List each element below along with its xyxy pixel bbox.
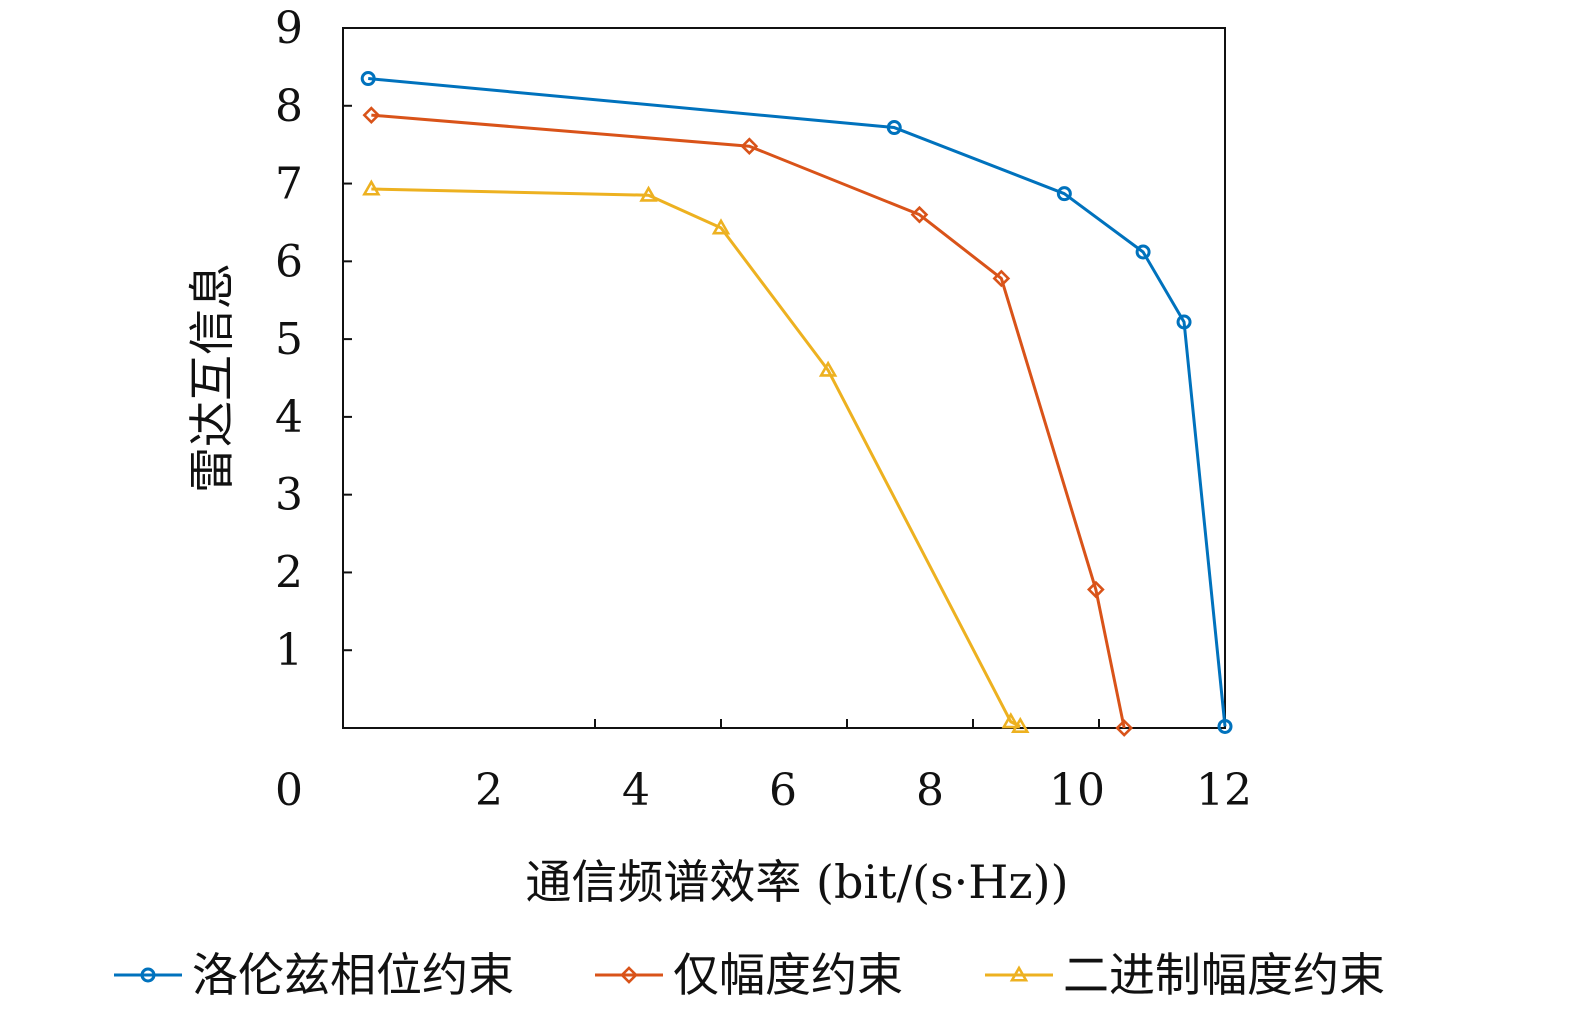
x-tick-label: 4 bbox=[622, 765, 650, 816]
y-axis-title: 雷达互信息 bbox=[185, 263, 239, 493]
data-point bbox=[992, 269, 1011, 288]
y-tick-label: 7 bbox=[275, 159, 303, 210]
x-tick-label: 2 bbox=[475, 765, 503, 816]
data-point bbox=[362, 179, 381, 196]
data-point bbox=[1135, 244, 1151, 260]
legend: 洛伦兹相位约束 仅幅度约束 二进制幅度约束 bbox=[114, 948, 1385, 1002]
data-point bbox=[362, 106, 381, 124]
legend-item-2: 仅幅度约束 bbox=[595, 948, 903, 1002]
x-tick-label: 10 bbox=[1049, 765, 1105, 816]
y-tick-label: 1 bbox=[275, 625, 303, 676]
data-point bbox=[1001, 712, 1021, 729]
x-tick-label: 6 bbox=[769, 765, 797, 816]
x-axis-ticks: 0 2 4 6 8 10 12 bbox=[275, 719, 1252, 816]
data-point bbox=[740, 137, 759, 156]
data-point bbox=[711, 218, 731, 235]
series-2 bbox=[362, 106, 1134, 737]
x-tick-label: 8 bbox=[916, 765, 944, 816]
y-tick-label: 8 bbox=[275, 81, 303, 132]
data-point bbox=[639, 185, 658, 202]
data-point bbox=[818, 360, 838, 377]
y-tick-label: 9 bbox=[275, 3, 303, 54]
data-point bbox=[1087, 580, 1105, 599]
y-tick-label: 4 bbox=[275, 392, 303, 443]
y-tick-label: 6 bbox=[275, 236, 303, 287]
x-axis-title: 通信频谱效率 (bit/(s·Hz)) bbox=[525, 855, 1068, 909]
legend-label: 二进制幅度约束 bbox=[1063, 948, 1385, 1002]
y-axis-ticks: 1 2 3 4 5 6 7 8 9 bbox=[275, 3, 352, 676]
legend-label: 仅幅度约束 bbox=[673, 948, 903, 1002]
data-point bbox=[910, 205, 929, 224]
series-3 bbox=[362, 179, 1030, 733]
legend-marker bbox=[620, 966, 638, 984]
data-point bbox=[1011, 716, 1030, 733]
data-point bbox=[360, 71, 376, 87]
y-tick-label: 5 bbox=[275, 314, 303, 365]
x-tick-label: 12 bbox=[1196, 765, 1252, 816]
series-line bbox=[368, 77, 1227, 727]
y-tick-label: 3 bbox=[275, 470, 303, 521]
series-1 bbox=[360, 71, 1233, 734]
x-tick-label: 0 bbox=[275, 765, 303, 816]
legend-item-3: 二进制幅度约束 bbox=[985, 948, 1385, 1002]
series-line bbox=[371, 113, 1126, 729]
y-tick-label: 2 bbox=[275, 547, 303, 598]
legend-item-1: 洛伦兹相位约束 bbox=[114, 948, 514, 1002]
series-line bbox=[371, 187, 1021, 728]
series-layer bbox=[360, 71, 1233, 737]
legend-label: 洛伦兹相位约束 bbox=[192, 948, 514, 1002]
data-point bbox=[886, 120, 902, 136]
data-point bbox=[1056, 186, 1072, 202]
legend-marker bbox=[140, 967, 156, 983]
data-point bbox=[1176, 314, 1192, 330]
legend-marker bbox=[1009, 965, 1029, 982]
data-point bbox=[1115, 719, 1134, 737]
data-point bbox=[1217, 718, 1233, 734]
plot-area-frame bbox=[342, 27, 1226, 729]
